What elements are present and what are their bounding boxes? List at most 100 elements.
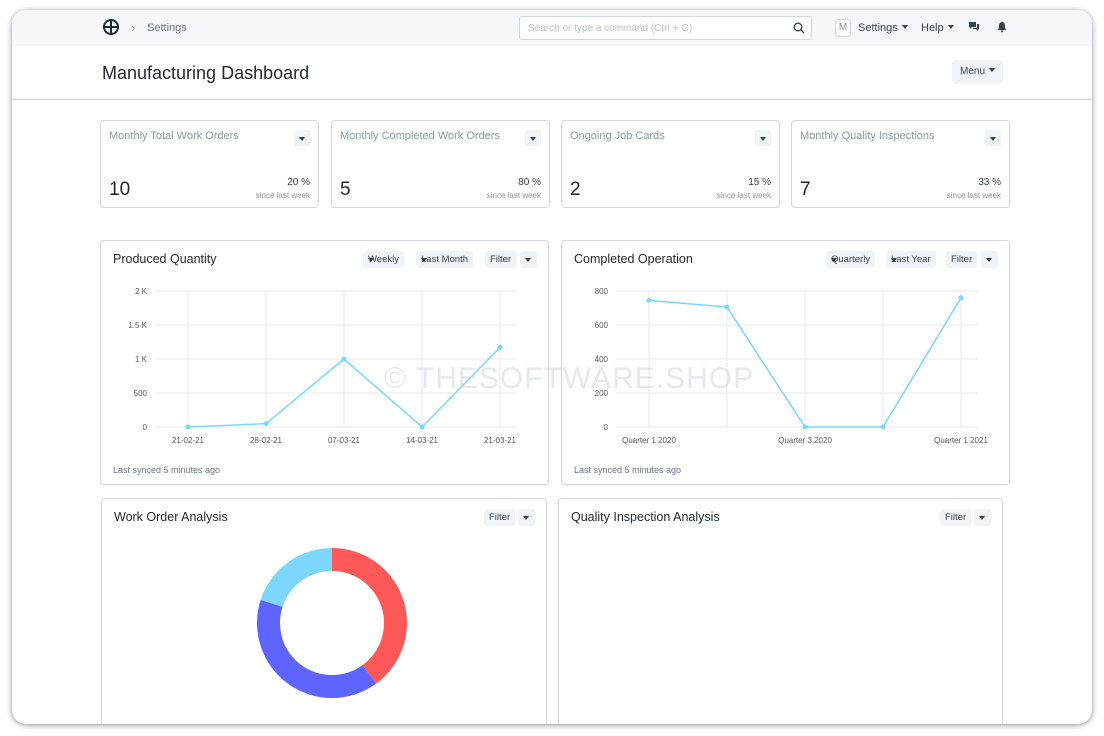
y-tick-label: 400 [595,355,609,364]
caret-down-icon [525,258,531,262]
caret-down-icon [530,137,536,141]
filter-label: Last Month [421,254,468,265]
data-point[interactable] [802,424,808,430]
data-point[interactable] [724,304,730,310]
donut-slice[interactable] [257,599,377,698]
page-title: Manufacturing Dashboard [102,63,310,83]
caret-down-icon [421,258,427,262]
y-tick-label: 600 [595,321,609,330]
x-tick-label: Quarter 1 2020 [622,436,676,445]
last-synced-text: Last synced 5 minutes ago [113,465,221,475]
help-dropdown-label: Help [921,22,944,34]
x-tick-label: 07-03-21 [328,436,361,445]
chart-card-quality-inspection-analysis: Quality Inspection Analysis Filter [558,498,1003,724]
menu-button[interactable]: Menu [952,60,1003,84]
caret-down-icon [831,258,837,262]
y-tick-label: 500 [134,389,148,398]
card-since-text: since last week [716,191,771,200]
chart-title: Work Order Analysis [114,510,228,524]
card-percent-change: 20 % [287,177,310,188]
chart-card-completed-operation: Completed Operation Quarterly Last Year … [561,240,1010,485]
filter-button[interactable]: Filter [485,251,517,268]
settings-dropdown[interactable]: Settings [858,22,908,34]
app-logo-icon[interactable] [103,19,119,35]
card-since-text: since last week [255,191,310,200]
number-card-quality-inspections: Monthly Quality Inspections 7 33 % since… [791,120,1010,208]
chart-title: Completed Operation [574,252,693,266]
card-dropdown-button[interactable] [294,130,310,146]
data-point[interactable] [880,424,886,430]
work-order-donut-chart [257,548,407,698]
x-tick-label: 28-02-21 [250,436,283,445]
top-navbar: › Settings M Settings Help [12,10,1092,46]
chat-icon[interactable] [968,21,980,33]
bell-icon[interactable] [996,21,1008,33]
x-tick-label: Quarter 3 2020 [778,436,832,445]
caret-down-icon [990,137,996,141]
chart-options-dropdown[interactable] [974,509,991,526]
caret-down-icon [986,258,992,262]
y-tick-label: 2 K [135,287,148,296]
filter-label: Last Year [891,254,931,265]
filter-label: Quarterly [831,254,871,265]
card-label: Monthly Quality Inspections [800,130,935,142]
chart-options-dropdown[interactable] [518,509,535,526]
card-label: Monthly Total Work Orders [109,130,239,142]
donut-slice[interactable] [332,548,407,684]
filter-label: Filter [489,512,511,523]
card-dropdown-button[interactable] [985,130,1001,146]
x-tick-label: 21-03-21 [484,436,517,445]
settings-dropdown-label: Settings [858,22,898,34]
y-tick-label: 1.5 K [128,321,147,330]
help-dropdown[interactable]: Help [921,22,954,34]
card-percent-change: 80 % [518,177,541,188]
donut-slice[interactable] [260,548,332,607]
caret-down-icon [901,25,908,29]
avatar[interactable]: M [835,19,851,37]
app-window: › Settings M Settings Help Manufacturing… [12,10,1092,724]
data-point[interactable] [419,424,425,430]
card-label: Monthly Completed Work Orders [340,130,500,142]
chart-title: Quality Inspection Analysis [571,510,720,524]
card-percent-change: 15 % [748,177,771,188]
timespan-filter-dropdown[interactable]: Last Year [886,251,936,268]
page-header: Manufacturing Dashboard Menu [12,46,1092,100]
y-tick-label: 1 K [135,355,148,364]
chart-card-work-order-analysis: Work Order Analysis Filter [101,498,547,724]
card-value: 5 [340,179,351,200]
chart-options-dropdown[interactable] [520,251,537,268]
y-tick-label: 200 [595,389,609,398]
chart-options-dropdown[interactable] [981,251,998,268]
y-tick-label: 0 [604,423,609,432]
search-input[interactable] [520,17,780,39]
card-value: 10 [109,179,131,200]
x-tick-label: 14-03-21 [406,436,439,445]
data-point[interactable] [341,356,347,362]
quarterly-filter-dropdown[interactable]: Quarterly [826,251,876,268]
chevron-right-icon: › [131,20,136,35]
filter-button[interactable]: Filter [946,251,978,268]
data-point[interactable] [263,421,269,427]
number-card-ongoing-job-cards: Ongoing Job Cards 2 15 % since last week [561,120,780,208]
weekly-filter-dropdown[interactable]: Weekly [363,251,404,268]
caret-down-icon [760,137,766,141]
caret-down-icon [947,25,954,29]
timespan-filter-dropdown[interactable]: Last Month [416,251,473,268]
data-point[interactable] [497,344,503,350]
data-point[interactable] [646,297,652,303]
chart-card-produced-quantity: Produced Quantity Weekly Last Month Filt… [100,240,549,485]
search-icon[interactable] [793,22,805,34]
caret-down-icon [523,516,529,520]
y-tick-label: 800 [595,287,609,296]
data-point[interactable] [185,424,191,430]
breadcrumb-settings[interactable]: Settings [147,22,187,34]
filter-button[interactable]: Filter [940,509,972,526]
filter-button[interactable]: Filter [484,509,516,526]
x-tick-label: 21-02-21 [172,436,205,445]
data-point[interactable] [958,295,964,301]
card-dropdown-button[interactable] [755,130,771,146]
card-dropdown-button[interactable] [525,130,541,146]
x-tick-label: Quarter 1 2021 [934,436,988,445]
caret-down-icon [299,137,305,141]
caret-down-icon [989,68,995,72]
